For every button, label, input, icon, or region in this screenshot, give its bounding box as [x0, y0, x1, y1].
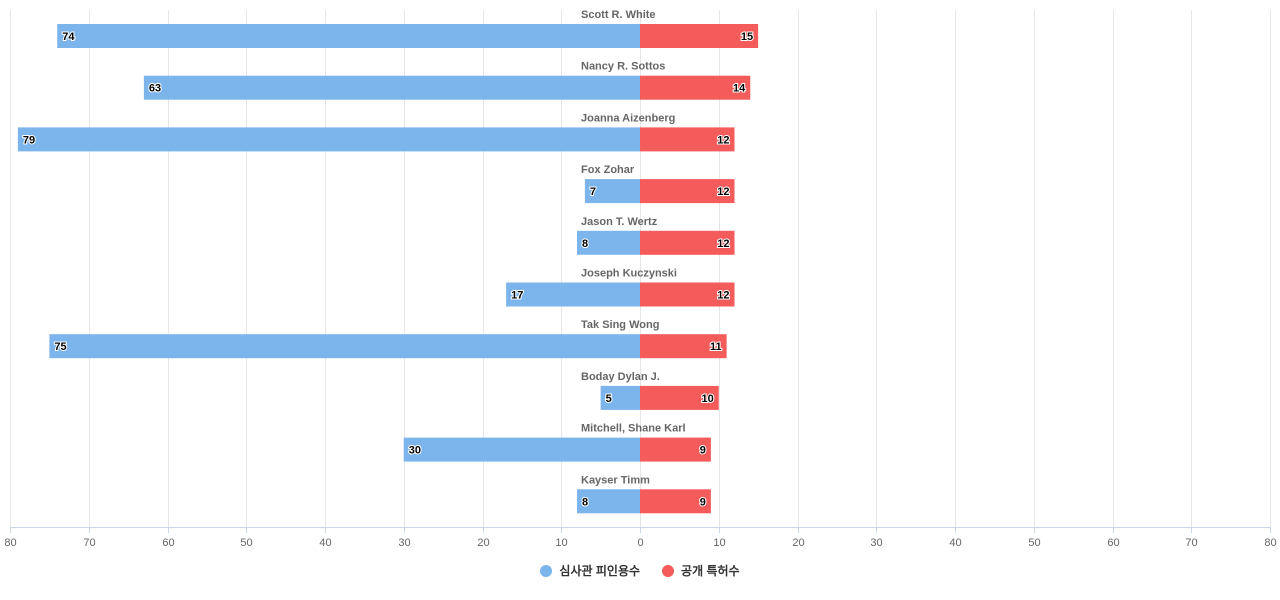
patent-data-label: 10 — [702, 393, 714, 405]
x-tick-label: 30 — [398, 537, 410, 549]
citation-data-label: 17 — [511, 290, 523, 302]
citation-data-label: 7 — [590, 186, 596, 198]
x-tick-label: 40 — [319, 537, 331, 549]
citation-bar[interactable] — [577, 489, 640, 514]
category-label: Mitchell, Shane Karl — [581, 423, 686, 435]
x-tick-label: 20 — [792, 537, 804, 549]
patent-data-label: 12 — [717, 290, 729, 302]
x-tick-label: 10 — [713, 537, 725, 549]
patent-data-label: 15 — [741, 31, 753, 43]
category-label: Kayser Timm — [581, 474, 650, 486]
category-label: Tak Sing Wong — [581, 319, 659, 331]
patent-bar[interactable] — [640, 127, 735, 152]
category-label: Nancy R. Sottos — [581, 61, 665, 73]
citation-bar[interactable] — [403, 437, 640, 462]
citation-data-label: 30 — [409, 445, 421, 457]
category-label: Jason T. Wertz — [581, 216, 658, 228]
legend: 심사관 피인용수 공개 특허수 — [0, 562, 1280, 579]
citation-data-label: 5 — [606, 393, 612, 405]
legend-item-citations[interactable]: 심사관 피인용수 — [540, 562, 640, 579]
legend-label-citations: 심사관 피인용수 — [559, 564, 641, 578]
category-label: Fox Zohar — [581, 164, 635, 176]
legend-item-patents[interactable]: 공개 특허수 — [662, 562, 740, 579]
citation-data-label: 63 — [149, 83, 161, 95]
patent-data-label: 12 — [717, 238, 729, 250]
patent-bar[interactable] — [640, 489, 711, 514]
citation-data-label: 74 — [62, 31, 75, 43]
citation-bar[interactable] — [49, 334, 640, 359]
legend-marker-citations-icon — [540, 564, 553, 577]
legend-label-patents: 공개 특허수 — [681, 564, 740, 578]
citation-bar[interactable] — [577, 230, 640, 255]
x-tick-label: 70 — [83, 537, 95, 549]
x-tick-label: 80 — [1264, 537, 1276, 549]
x-tick-label: 30 — [870, 537, 882, 549]
category-label: Scott R. White — [581, 9, 656, 21]
patent-bar[interactable] — [640, 24, 759, 48]
x-tick-label: 10 — [555, 537, 567, 549]
x-tick-label: 40 — [949, 537, 961, 549]
citation-data-label: 75 — [54, 341, 66, 353]
citation-data-label: 8 — [582, 238, 588, 250]
x-tick-label: 60 — [1107, 537, 1119, 549]
citation-bar[interactable] — [17, 127, 640, 152]
x-tick-label: 50 — [1028, 537, 1040, 549]
patent-bar[interactable] — [640, 437, 711, 462]
citation-bar[interactable] — [57, 24, 640, 48]
x-tick-label: 80 — [4, 537, 16, 549]
citation-data-label: 79 — [23, 134, 35, 146]
legend-marker-patents-icon — [662, 564, 675, 577]
patent-data-label: 9 — [700, 496, 706, 508]
x-axis: 80 70 60 50 40 30 20 10 0 10 20 30 40 50 60 70 80 — [4, 527, 1277, 549]
citation-bar[interactable] — [584, 179, 640, 204]
patent-bar[interactable] — [640, 334, 727, 359]
patent-bar[interactable] — [640, 385, 719, 410]
category-labels: Scott R. White Nancy R. Sottos Joanna Aize… — [581, 9, 686, 486]
patent-bar[interactable] — [640, 75, 751, 100]
category-label: Joseph Kuczynski — [581, 268, 677, 280]
category-label: Boday Dylan J. — [581, 371, 660, 383]
diverging-bar-chart: 74 15 63 14 79 12 7 12 8 12 17 12 75 11 5 10 30 9 8 9 Scott… — [4, 9, 1277, 549]
patent-data-label: 11 — [710, 341, 722, 353]
x-tick-label: 50 — [240, 537, 252, 549]
patent-bar[interactable] — [640, 282, 735, 307]
x-tick-label: 0 — [637, 537, 643, 549]
x-tick-label: 60 — [162, 537, 174, 549]
citation-data-label: 8 — [582, 496, 588, 508]
patent-data-label: 12 — [717, 186, 729, 198]
patent-data-label: 9 — [700, 445, 706, 457]
bars: 74 15 63 14 79 12 7 12 8 12 17 12 75 11 5 10 30 9 8 9 — [17, 24, 759, 514]
citation-bar[interactable] — [143, 75, 640, 100]
patent-bar[interactable] — [640, 179, 735, 204]
patent-bar[interactable] — [640, 230, 735, 255]
patent-data-label: 14 — [733, 83, 746, 95]
x-tick-label: 20 — [477, 537, 489, 549]
category-label: Joanna Aizenberg — [581, 112, 675, 124]
x-tick-label: 70 — [1185, 537, 1197, 549]
patent-data-label: 12 — [717, 134, 729, 146]
citation-bar[interactable] — [506, 282, 640, 307]
citation-bar[interactable] — [600, 385, 640, 410]
